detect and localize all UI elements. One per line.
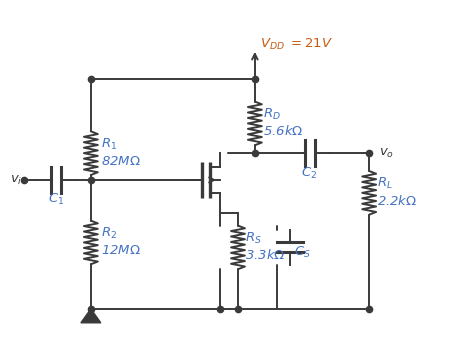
Text: 12M$\Omega$: 12M$\Omega$ [100,244,140,257]
Text: 3.3k$\Omega$: 3.3k$\Omega$ [244,248,285,262]
Text: $v_o$: $v_o$ [378,147,394,160]
Text: $V_{DD}$ $= 21V$: $V_{DD}$ $= 21V$ [259,37,332,52]
Text: 2.2k$\Omega$: 2.2k$\Omega$ [376,194,416,208]
Text: $R_1$: $R_1$ [100,137,117,152]
Text: 82M$\Omega$: 82M$\Omega$ [100,155,140,168]
Text: 5.6k$\Omega$: 5.6k$\Omega$ [262,124,302,139]
Text: $C_1$: $C_1$ [48,192,64,207]
Text: $R_S$: $R_S$ [244,231,261,246]
Polygon shape [81,309,100,323]
Text: $v_i$: $v_i$ [10,173,22,187]
Text: $R_D$: $R_D$ [262,107,280,122]
Text: $R_L$: $R_L$ [376,176,392,191]
Text: $C_S$: $C_S$ [293,245,310,260]
Text: $C_2$: $C_2$ [301,165,317,181]
Text: $R_2$: $R_2$ [100,226,117,241]
